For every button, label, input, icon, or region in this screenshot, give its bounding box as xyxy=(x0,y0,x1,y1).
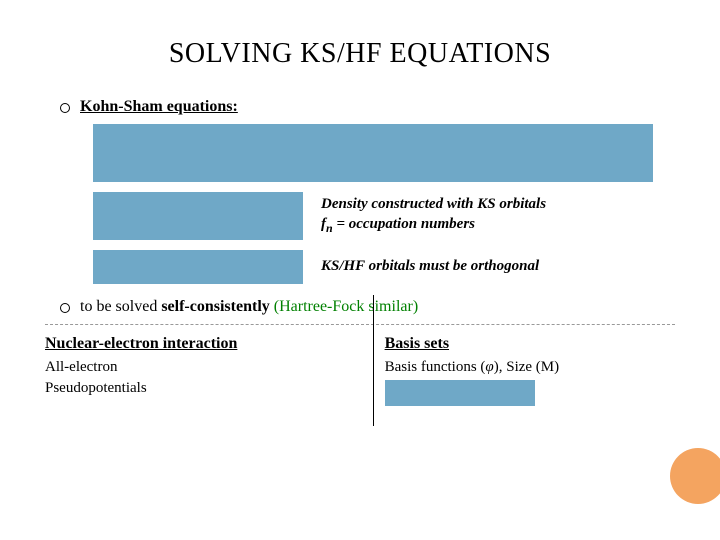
column-divider xyxy=(373,295,374,426)
equation-block-1 xyxy=(93,124,653,182)
equation-row-2: Density constructed with KS orbitals fn … xyxy=(93,192,655,240)
density-caption-line2: fn = occupation numbers xyxy=(321,215,546,237)
equation-block-3 xyxy=(93,250,303,284)
equation-block-area: Density constructed with KS orbitals fn … xyxy=(93,124,655,284)
orthogonal-caption: KS/HF orbitals must be orthogonal xyxy=(321,257,539,277)
slide-container: SOLVING KS/HF EQUATIONS Kohn-Sham equati… xyxy=(0,0,720,540)
left-line-1: All-electron xyxy=(45,359,361,376)
bullet-2-text: to be solved self-consistently (Hartree-… xyxy=(80,298,418,316)
left-heading: Nuclear-electron interaction xyxy=(45,335,361,353)
density-caption-line1: Density constructed with KS orbitals xyxy=(321,195,546,215)
equation-block-2 xyxy=(93,192,303,240)
equation-row-3: KS/HF orbitals must be orthogonal xyxy=(93,250,655,284)
right-heading: Basis sets xyxy=(385,335,675,353)
bullet-item-1: Kohn-Sham equations: xyxy=(60,98,675,116)
right-line-1: Basis functions (φ), Size (M) xyxy=(385,359,675,376)
bullet-1-text: Kohn-Sham equations: xyxy=(80,98,238,116)
basis-block xyxy=(385,380,535,406)
right-column: Basis sets Basis functions (φ), Size (M) xyxy=(373,335,675,406)
orange-accent-circle xyxy=(670,448,720,504)
left-column: Nuclear-electron interaction All-electro… xyxy=(45,335,373,406)
dashed-divider xyxy=(45,324,675,325)
two-column-section: Nuclear-electron interaction All-electro… xyxy=(45,335,675,406)
bullet-item-2: to be solved self-consistently (Hartree-… xyxy=(60,298,675,316)
left-line-2: Pseudopotentials xyxy=(45,380,361,397)
bullet-icon xyxy=(60,303,70,313)
density-caption: Density constructed with KS orbitals fn … xyxy=(321,195,546,236)
page-title: SOLVING KS/HF EQUATIONS xyxy=(45,38,675,70)
bullet-icon xyxy=(60,103,70,113)
